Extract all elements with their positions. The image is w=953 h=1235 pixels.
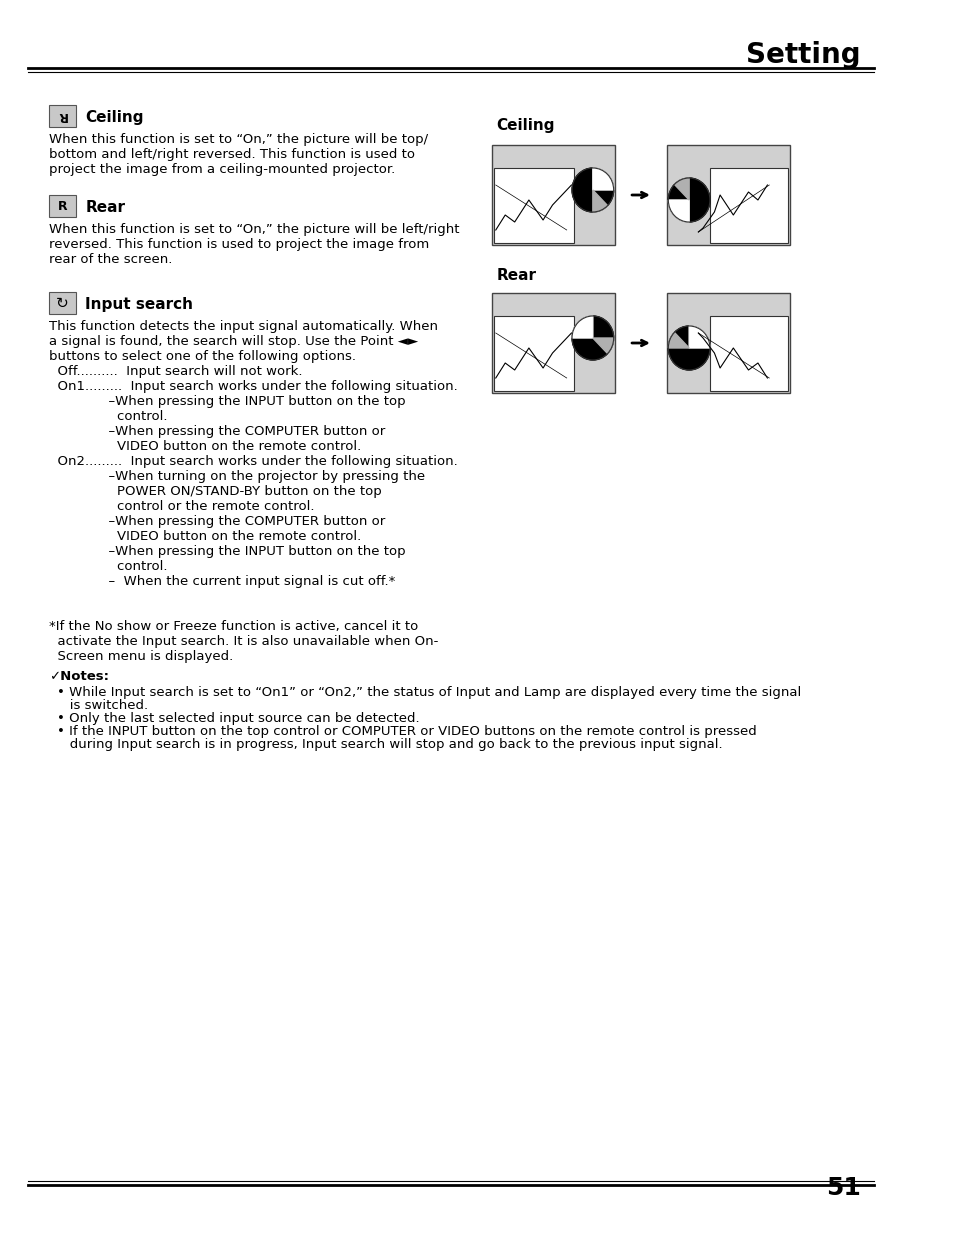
- Bar: [709, 168, 787, 243]
- Text: is switched.: is switched.: [57, 699, 148, 713]
- Text: When this function is set to “On,” the picture will be top/
bottom and left/righ: When this function is set to “On,” the p…: [50, 133, 428, 177]
- Bar: [492, 144, 615, 245]
- Bar: [494, 316, 573, 391]
- Text: When this function is set to “On,” the picture will be left/right
reversed. This: When this function is set to “On,” the p…: [50, 224, 459, 266]
- Text: during Input search is in progress, Input search will stop and go back to the pr: during Input search is in progress, Inpu…: [57, 739, 721, 751]
- Bar: [666, 293, 789, 393]
- Bar: [494, 168, 573, 243]
- Wedge shape: [592, 338, 613, 353]
- Text: ✓Notes:: ✓Notes:: [50, 671, 109, 683]
- Text: Input search: Input search: [85, 296, 193, 312]
- Wedge shape: [592, 168, 613, 190]
- Text: R: R: [57, 110, 67, 122]
- Circle shape: [572, 316, 613, 359]
- Bar: [666, 144, 789, 245]
- Text: 51: 51: [825, 1176, 860, 1200]
- Text: Rear: Rear: [497, 268, 537, 283]
- Text: R: R: [57, 200, 67, 212]
- Bar: [709, 316, 787, 391]
- FancyBboxPatch shape: [50, 195, 75, 217]
- Circle shape: [668, 326, 709, 370]
- Text: This function detects the input signal automatically. When
a signal is found, th: This function detects the input signal a…: [50, 320, 457, 588]
- Text: Ceiling: Ceiling: [497, 119, 555, 133]
- Wedge shape: [688, 326, 709, 348]
- FancyBboxPatch shape: [50, 105, 75, 127]
- Text: *If the No show or Freeze function is active, cancel it to
  activate the Input : *If the No show or Freeze function is ac…: [50, 620, 438, 663]
- Text: • While Input search is set to “On1” or “On2,” the status of Input and Lamp are : • While Input search is set to “On1” or …: [57, 685, 801, 699]
- Text: Ceiling: Ceiling: [85, 110, 144, 125]
- Text: Setting: Setting: [745, 41, 860, 69]
- FancyBboxPatch shape: [50, 291, 75, 314]
- Wedge shape: [668, 200, 688, 222]
- Bar: [492, 293, 615, 393]
- Circle shape: [572, 168, 613, 212]
- Text: • Only the last selected input source can be detected.: • Only the last selected input source ca…: [57, 713, 419, 725]
- Wedge shape: [674, 178, 688, 200]
- Text: Rear: Rear: [85, 200, 125, 215]
- Text: • If the INPUT button on the top control or COMPUTER or VIDEO buttons on the rem: • If the INPUT button on the top control…: [57, 725, 756, 739]
- Text: ↻: ↻: [56, 295, 69, 310]
- Circle shape: [668, 178, 709, 222]
- Wedge shape: [572, 316, 592, 338]
- Wedge shape: [592, 190, 607, 212]
- Wedge shape: [668, 332, 688, 348]
